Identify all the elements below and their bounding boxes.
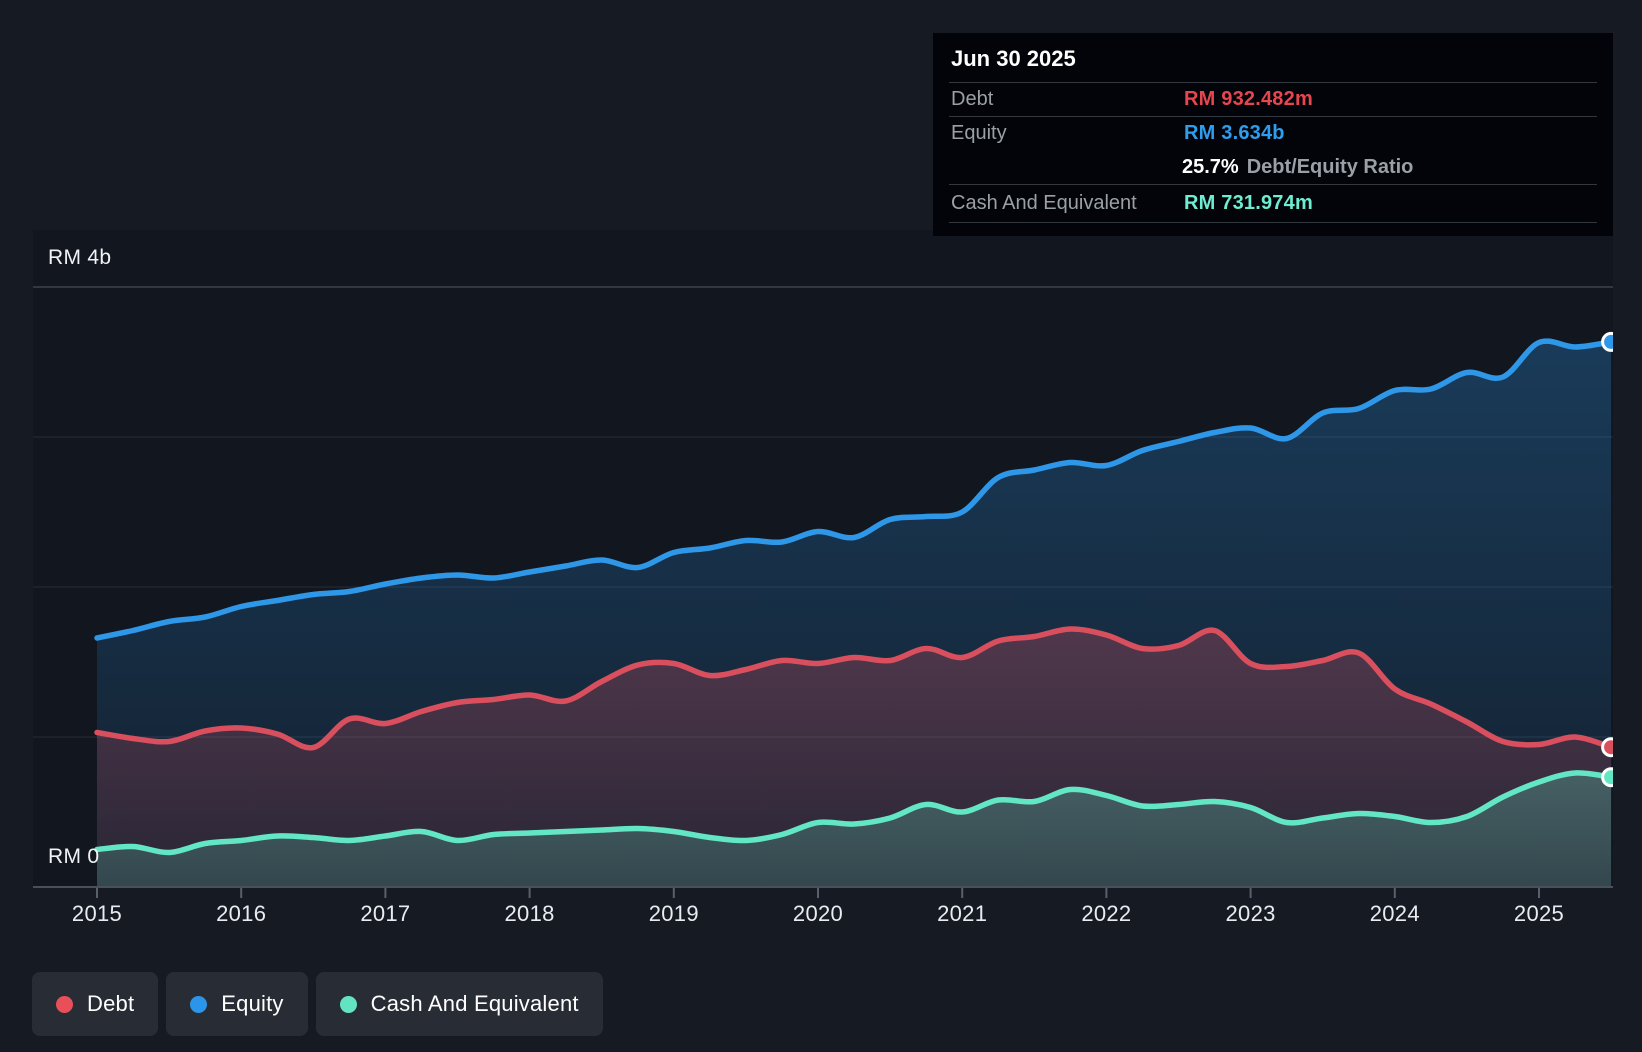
tooltip-debt-row: Debt RM 932.482m: [949, 83, 1597, 117]
cash-and-equivalent-end-marker: [1603, 769, 1620, 786]
year-label-2019: 2019: [649, 901, 699, 927]
tooltip-equity-value: RM 3.634b: [1184, 122, 1285, 145]
legend-dot-cash-and-equivalent: [340, 996, 357, 1013]
year-label-2022: 2022: [1081, 901, 1131, 927]
chart-tooltip: Jun 30 2025 Debt RM 932.482m Equity RM 3…: [933, 33, 1613, 236]
chart-legend: Debt Equity Cash And Equivalent: [32, 972, 603, 1036]
year-label-2021: 2021: [937, 901, 987, 927]
year-label-2023: 2023: [1226, 901, 1276, 927]
legend-chip-debt[interactable]: Debt: [32, 972, 158, 1036]
year-label-2020: 2020: [793, 901, 843, 927]
tooltip-equity-label: Equity: [951, 122, 1184, 145]
legend-dot-equity: [190, 996, 207, 1013]
year-label-2025: 2025: [1514, 901, 1564, 927]
equity-end-marker: [1603, 333, 1620, 350]
legend-chip-cash-and-equivalent[interactable]: Cash And Equivalent: [316, 972, 603, 1036]
legend-chip-equity[interactable]: Equity: [166, 972, 307, 1036]
year-label-2018: 2018: [505, 901, 555, 927]
tooltip-equity-block: Equity RM 3.634b 25.7% Debt/Equity Ratio: [949, 117, 1597, 185]
year-label-2024: 2024: [1370, 901, 1420, 927]
legend-label: Cash And Equivalent: [371, 991, 579, 1017]
tooltip-ratio-label: Debt/Equity Ratio: [1247, 156, 1414, 179]
year-label-2017: 2017: [360, 901, 410, 927]
tooltip-date: Jun 30 2025: [949, 33, 1597, 83]
tooltip-debt-label: Debt: [951, 88, 1184, 111]
tooltip-cash-label: Cash And Equivalent: [951, 192, 1184, 215]
debt-end-marker: [1603, 739, 1620, 756]
year-label-2016: 2016: [216, 901, 266, 927]
y-axis-bottom-label: RM 0: [48, 845, 99, 869]
tooltip-debt-value: RM 932.482m: [1184, 88, 1313, 111]
y-axis-top-label: RM 4b: [48, 246, 111, 270]
legend-label: Equity: [221, 991, 283, 1017]
tooltip-equity-row: Equity RM 3.634b: [949, 117, 1597, 150]
tooltip-cash-value: RM 731.974m: [1184, 192, 1313, 215]
year-label-2015: 2015: [72, 901, 122, 927]
debt-equity-history-page: RM 4b RM 0 2015 2016 2017 2018 2019 2020 2021 2…: [0, 0, 1642, 1052]
tooltip-debt-equity-ratio: 25.7% Debt/Equity Ratio: [1182, 150, 1597, 184]
legend-dot-debt: [56, 996, 73, 1013]
tooltip-cash-row: Cash And Equivalent RM 731.974m: [949, 185, 1597, 223]
legend-label: Debt: [87, 991, 134, 1017]
tooltip-ratio-value: 25.7%: [1182, 156, 1239, 179]
